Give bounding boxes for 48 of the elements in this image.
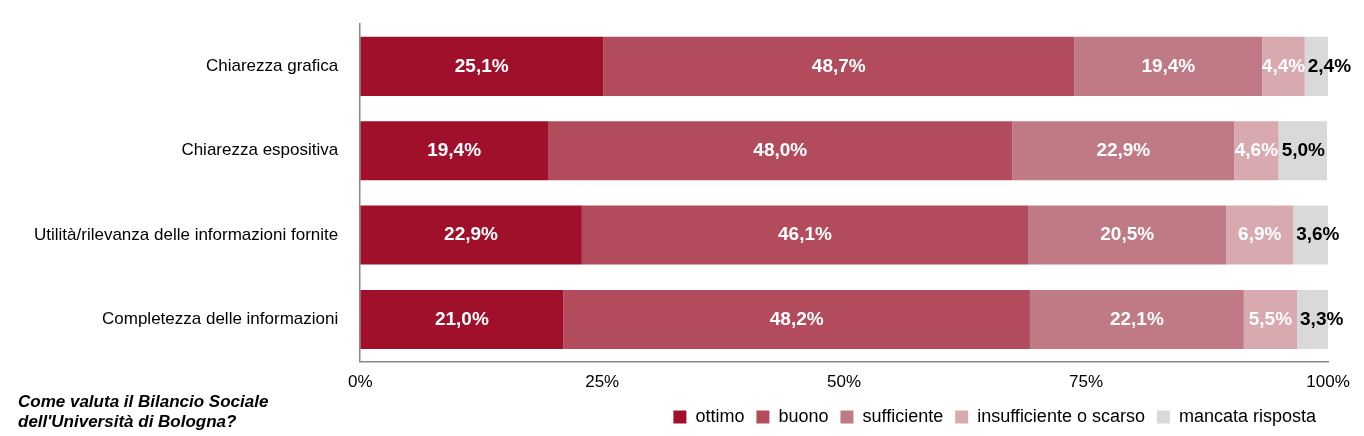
- x-tick-label: 100%: [1306, 372, 1350, 392]
- y-tick-label: Chiarezza grafica: [205, 56, 339, 76]
- data-label: 21,0%: [434, 307, 489, 329]
- x-tick-label: 25%: [585, 372, 620, 392]
- x-tick-label: 50%: [827, 372, 862, 392]
- data-label: 2,4%: [1307, 54, 1352, 76]
- bar: [1029, 289, 1244, 349]
- bar: [360, 121, 548, 181]
- bar: [360, 289, 564, 349]
- bar: [1028, 205, 1227, 265]
- data-label: 4,4%: [1261, 54, 1306, 76]
- data-label: 48,0%: [753, 138, 808, 160]
- data-label: 6,9%: [1238, 223, 1282, 245]
- data-label: 4,6%: [1234, 138, 1279, 160]
- data-label: 25,1%: [454, 54, 509, 76]
- data-label: 22,9%: [444, 223, 499, 245]
- bar: [1074, 36, 1263, 96]
- bar: [360, 36, 604, 96]
- data-label: 3,6%: [1296, 223, 1340, 245]
- data-label: 19,4%: [427, 138, 482, 160]
- data-label: 5,5%: [1248, 307, 1293, 329]
- data-label: 19,4%: [1141, 54, 1196, 76]
- text: Come valuta il Bilancio Sociale dell'Università di Bologna?: [18, 392, 270, 432]
- bar: [1012, 121, 1235, 181]
- legend-label: sufficiente: [862, 405, 944, 426]
- y-tick-label: Utilità/rilevanza delle informazioni fornite: [34, 224, 339, 244]
- bar: [1226, 205, 1294, 265]
- bar: [603, 36, 1075, 96]
- y-tick-label: Chiarezza espositiva: [181, 140, 339, 160]
- data-label: 5,0%: [1281, 138, 1326, 160]
- x-tick-label: 75%: [1069, 372, 1104, 392]
- data-label: 22,9%: [1096, 138, 1151, 160]
- data-label: 46,1%: [777, 223, 832, 245]
- bar: [581, 205, 1028, 265]
- legend-label: insufficiente o scarso: [977, 405, 1145, 426]
- x-tick-label: 0%: [347, 372, 373, 392]
- bar: [360, 205, 582, 265]
- legend-label: mancata risposta: [1178, 405, 1317, 426]
- legend-label: buono: [778, 405, 829, 426]
- bar: [547, 121, 1013, 181]
- data-label: 48,7%: [811, 54, 866, 76]
- y-tick-label: Completezza delle informazioni: [102, 309, 339, 329]
- legend-label: ottimo: [695, 405, 745, 426]
- data-label: 48,2%: [769, 307, 824, 329]
- bar: [563, 289, 1030, 349]
- data-label: 20,5%: [1100, 223, 1155, 245]
- data-label: 3,3%: [1300, 307, 1344, 329]
- data-label: 22,1%: [1109, 307, 1164, 329]
